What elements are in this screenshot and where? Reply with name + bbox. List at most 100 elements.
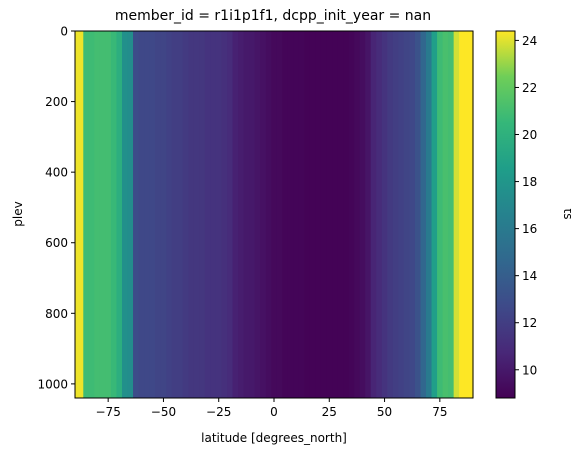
heatmap-column [453,31,460,398]
heatmap-column [398,31,405,398]
heatmap-column [271,31,278,398]
colorbar-tick-label: 20 [522,128,537,142]
heatmap-column [332,31,339,398]
heatmap-column [387,31,394,398]
heatmap-column [326,31,333,398]
heatmap-column [94,31,101,398]
heatmap-column [448,31,455,398]
heatmap-column [127,31,134,398]
y-tick-label: 400 [45,166,68,180]
heatmap-column [359,31,366,398]
colorbar-tick-label: 14 [522,269,537,283]
heatmap-column [254,31,261,398]
heatmap-column [293,31,300,398]
x-tick-label: 50 [377,405,392,419]
y-tick-label: 1000 [37,377,68,391]
heatmap-column [381,31,388,398]
heatmap-column [99,31,107,398]
heatmap-column [354,31,361,398]
heatmap-column [464,31,474,398]
heatmap-column [431,31,438,398]
heatmap-column [376,31,383,398]
heatmap-column [188,31,195,398]
colorbar-tick-label: 22 [522,81,537,95]
heatmap-column [232,31,239,398]
colorbar-tick-label: 10 [522,363,537,377]
heatmap-column [403,31,411,398]
heatmap-column [287,31,294,398]
y-tick-label: 600 [45,236,68,250]
x-tick-label: −50 [151,405,176,419]
heatmap-column [116,31,123,398]
heatmap-column [83,31,90,398]
colorbar-ticks: 10 12 14 16 18 20 22 24 [515,34,537,377]
chart-title: member_id = r1i1p1f1, dcpp_init_year = n… [115,8,431,24]
x-tick-label: 75 [432,405,447,419]
heatmap-column [420,31,427,398]
heatmap-column [414,31,422,398]
heatmap-column [442,31,449,398]
heatmap-column [204,31,212,398]
heatmap-column [243,31,250,398]
heatmap-column [238,31,245,398]
heatmap-column [437,31,444,398]
heatmap-column [315,31,322,398]
heatmap-column [221,31,228,398]
colorbar-tick-label: 24 [522,34,537,48]
heatmap-column [138,31,145,398]
heatmap-column [459,31,466,398]
heatmap-column [215,31,223,398]
heatmap-column [193,31,200,398]
heatmap-column [144,31,151,398]
colorbar [495,30,516,399]
heatmap-cells [75,31,474,398]
heatmap-column [121,31,129,398]
heatmap-column [370,31,377,398]
y-tick-label: 800 [45,307,68,321]
heatmap-column [227,31,234,398]
heatmap-column [182,31,189,398]
x-tick-label: −25 [206,405,231,419]
colorbar-tick-label: 16 [522,222,537,236]
x-axis: −75 −50 −25 0 25 50 75 [96,398,447,419]
x-axis-label: latitude [degrees_north] [201,431,347,445]
heatmap-column [392,31,399,398]
heatmap-column [304,31,311,398]
y-tick-label: 200 [45,95,68,109]
colorbar-tick-label: 12 [522,316,537,330]
heatmap-column [177,31,184,398]
heatmap-column [160,31,167,398]
heatmap-column [365,31,372,398]
x-tick-label: −75 [96,405,121,419]
x-tick-label: 25 [322,405,337,419]
colorbar-tick-label: 18 [522,175,537,189]
heatmap-column [105,31,112,398]
y-tick-label: 0 [60,25,68,39]
heatmap-column [282,31,289,398]
heatmap-column [409,31,416,398]
heatmap-column [309,31,317,398]
heatmap-column [199,31,206,398]
x-tick-label: 0 [270,405,278,419]
heatmap-column [276,31,283,398]
heatmap-column [337,31,344,398]
heatmap-column [348,31,355,398]
heatmap-column [166,31,173,398]
heatmap-column [110,31,118,398]
heatmap-column [149,31,156,398]
heatmap-column [426,31,433,398]
heatmap-column [75,31,84,398]
heatmap-column [88,31,95,398]
y-axis-label: plev [11,201,25,226]
heatmap-column [260,31,267,398]
heatmap-column [320,31,328,398]
heatmap-column [343,31,350,398]
y-axis: 0 200 400 600 800 1000 [37,25,75,391]
heatmap-column [133,31,140,398]
colorbar-label: ts [561,209,571,220]
heatmap-column [171,31,178,398]
heatmap-column [210,31,217,398]
heatmap-column [265,31,272,398]
